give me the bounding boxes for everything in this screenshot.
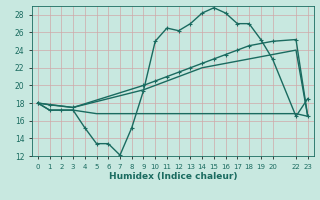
X-axis label: Humidex (Indice chaleur): Humidex (Indice chaleur) xyxy=(108,172,237,181)
